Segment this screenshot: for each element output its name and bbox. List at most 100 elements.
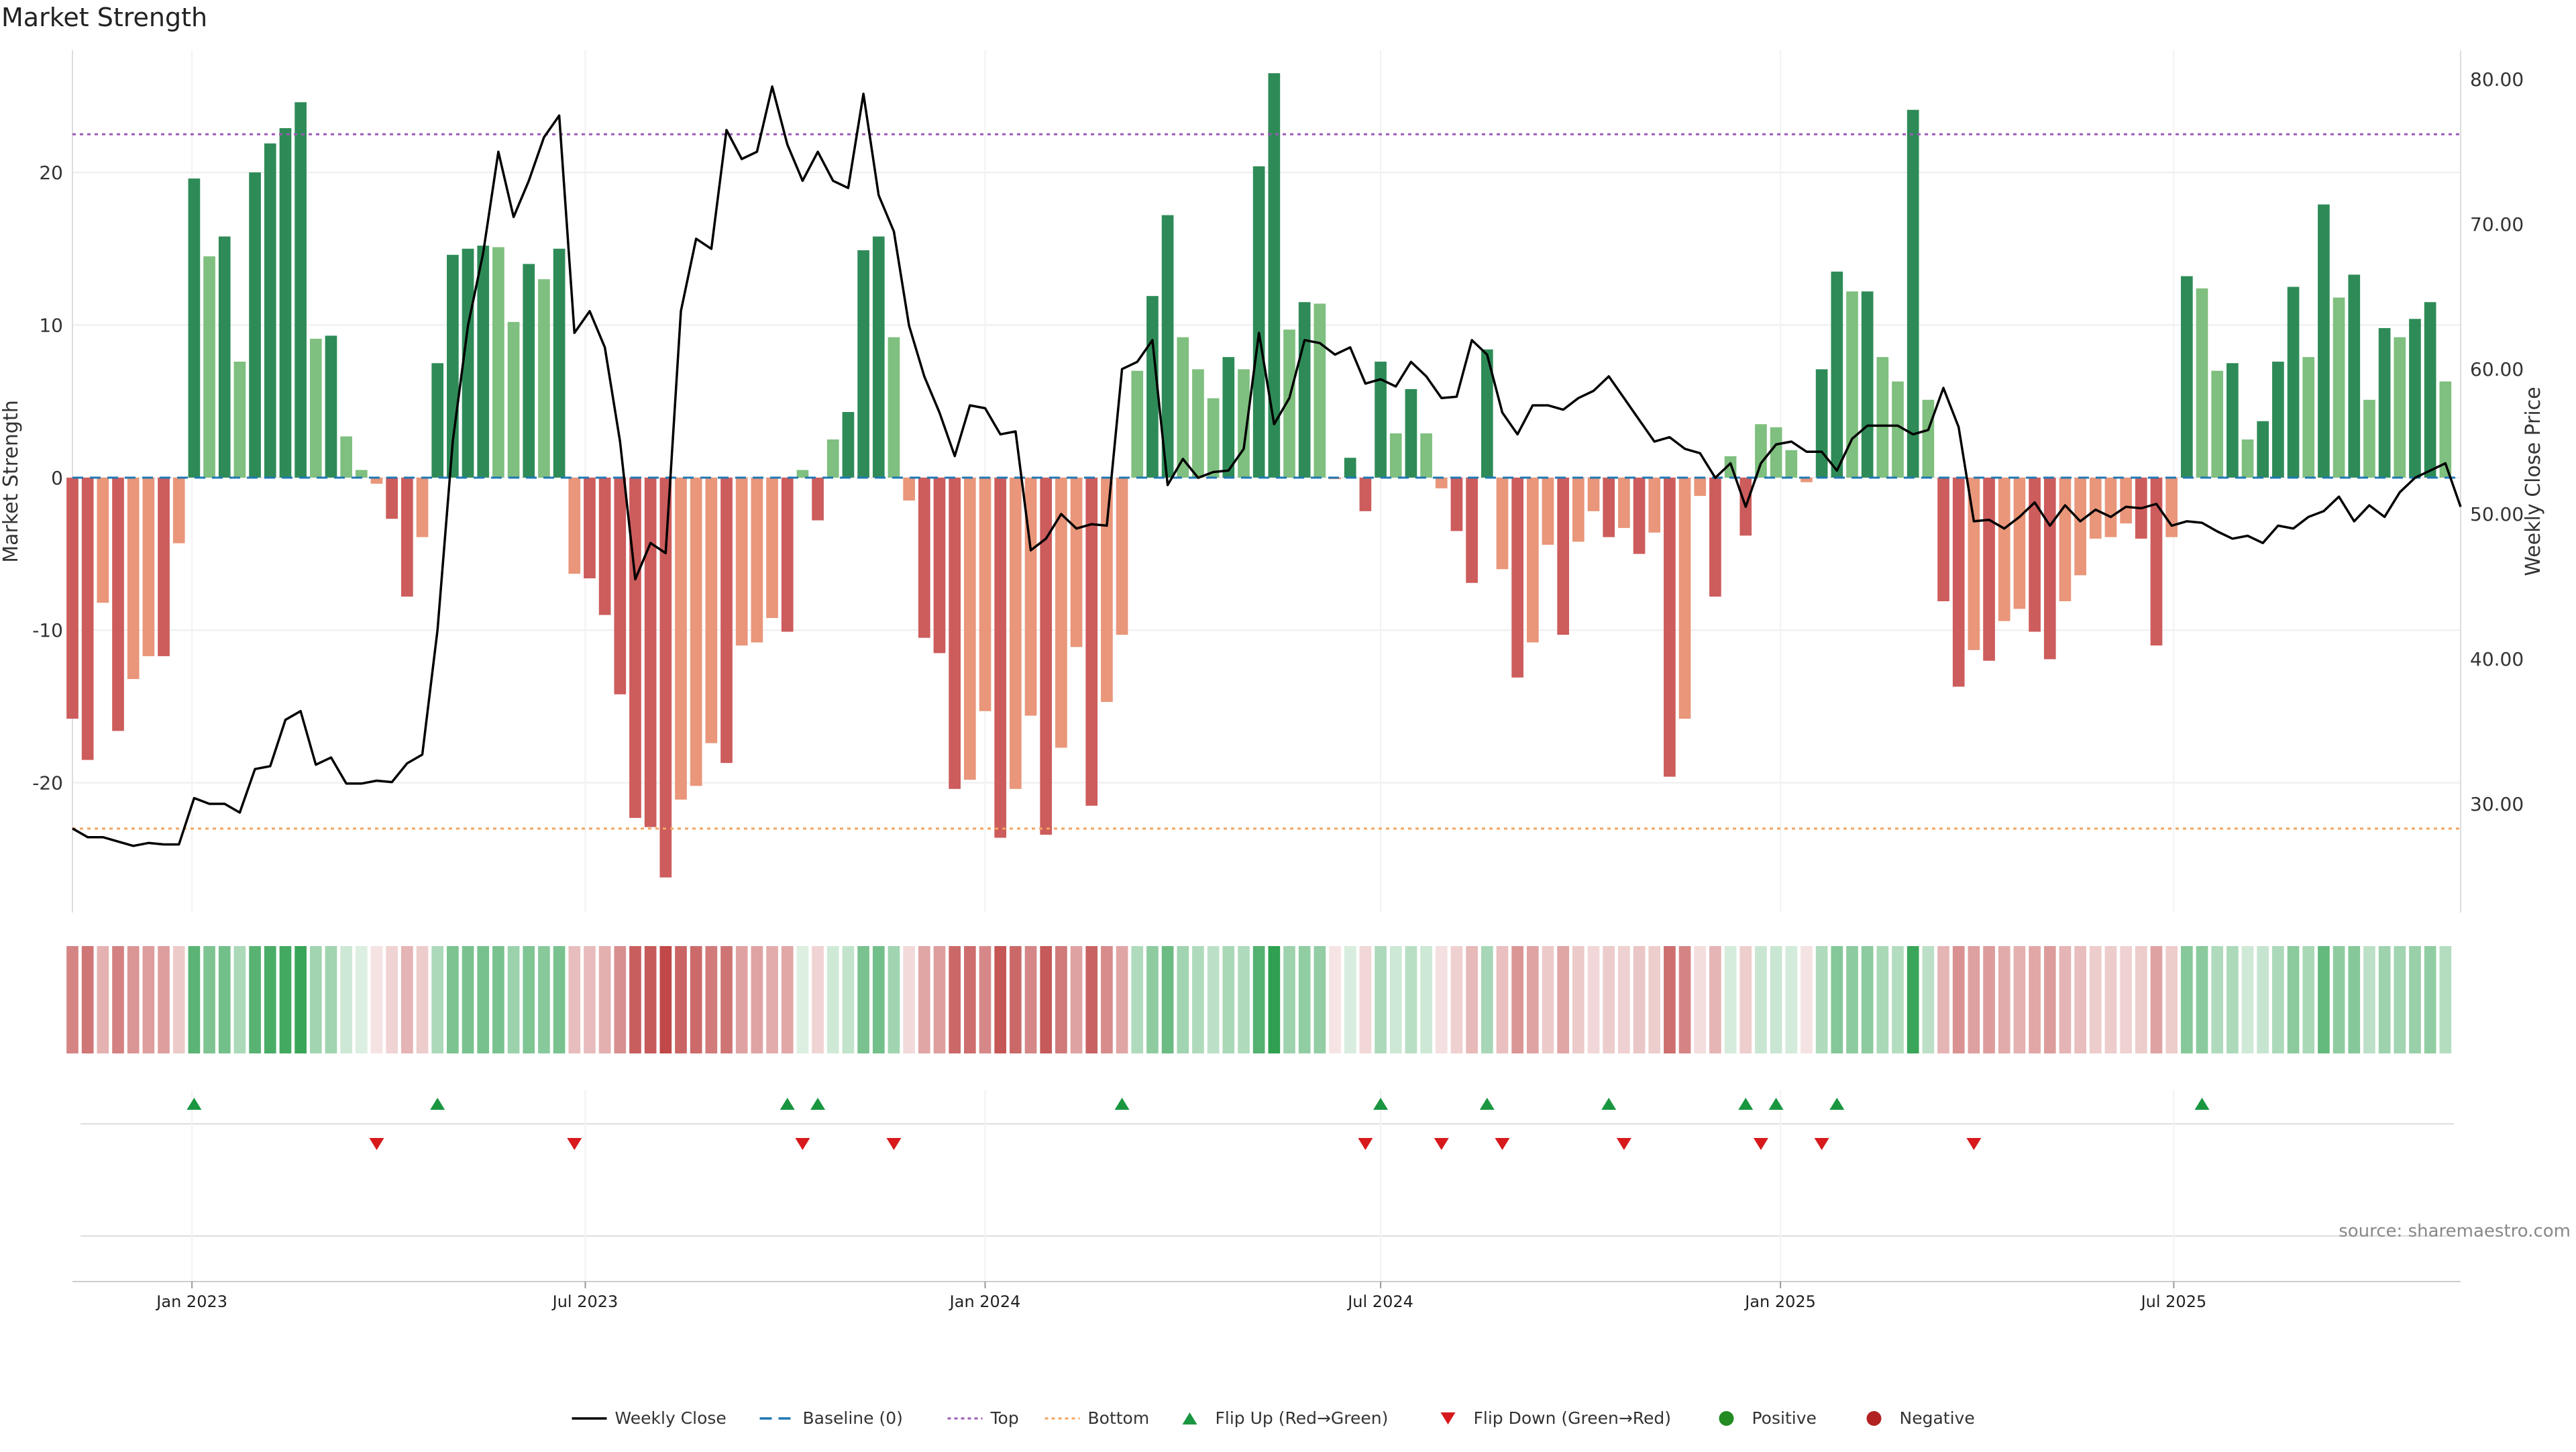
- legend-item-top: Top: [947, 1408, 1019, 1428]
- heat-cell: [1375, 946, 1387, 1053]
- strength-bar: [735, 477, 748, 645]
- strength-bar: [1283, 329, 1295, 478]
- strength-bar: [1983, 477, 1995, 661]
- heat-cell: [826, 946, 839, 1053]
- strength-bar: [1344, 458, 1356, 478]
- legend-label: Weekly Close: [615, 1408, 727, 1428]
- x-tick-label: Jul 2025: [2140, 1292, 2207, 1311]
- heat-cell: [963, 946, 976, 1053]
- flip-up-marker: [1829, 1098, 1845, 1110]
- heat-cell: [705, 946, 718, 1053]
- strength-bar: [1252, 166, 1265, 478]
- legend-swatch: [1866, 1411, 1882, 1426]
- heat-cell: [933, 946, 946, 1053]
- heat-cell: [584, 946, 596, 1053]
- strength-bar: [1648, 477, 1661, 533]
- heat-cell: [492, 946, 504, 1053]
- heat-cell: [462, 946, 474, 1053]
- heat-cell: [112, 946, 124, 1053]
- strength-bar: [1633, 477, 1646, 554]
- heat-cell: [2150, 946, 2163, 1053]
- x-tick-label: Jan 2024: [949, 1292, 1021, 1311]
- heat-cell: [325, 946, 337, 1053]
- y-tick-label: -20: [32, 772, 63, 794]
- strength-bar: [1070, 477, 1083, 647]
- strength-bar: [918, 477, 930, 638]
- legend-swatch: [1719, 1411, 1734, 1426]
- heat-cell: [979, 946, 991, 1053]
- y-tick-label: 10: [39, 314, 63, 336]
- strength-bar: [2226, 363, 2239, 478]
- strength-bar: [492, 247, 504, 478]
- heat-cell: [1846, 946, 1858, 1053]
- strength-bar: [2287, 287, 2300, 478]
- strength-bar: [720, 477, 733, 764]
- heat-cell: [1420, 946, 1432, 1053]
- strength-bar: [963, 477, 976, 780]
- strength-bar: [2241, 439, 2254, 478]
- heat-cell: [1968, 946, 1980, 1053]
- strength-bar: [1801, 477, 1813, 482]
- heat-cell: [1359, 946, 1372, 1053]
- strength-bar: [386, 477, 398, 519]
- strength-bar: [1313, 303, 1326, 478]
- flip-down-marker: [886, 1138, 902, 1150]
- strength-bar: [2196, 288, 2208, 478]
- strength-bar: [2302, 357, 2315, 478]
- chart-title: Market Strength: [1, 3, 208, 32]
- strength-bar: [279, 127, 292, 478]
- heat-cell: [340, 946, 352, 1053]
- heat-cell: [1177, 946, 1189, 1053]
- heat-cell: [2378, 946, 2391, 1053]
- legend-item-close: Weekly Close: [572, 1408, 727, 1428]
- strength-bar: [158, 477, 170, 656]
- heat-cell: [629, 946, 641, 1053]
- heat-cell: [1983, 946, 1995, 1053]
- flip-up-marker: [810, 1098, 826, 1110]
- strength-bar: [888, 337, 900, 478]
- strength-bar: [1389, 433, 1402, 478]
- flip-down-marker: [369, 1138, 384, 1150]
- heat-cell: [659, 946, 672, 1053]
- legend-item-baseline: Baseline (0): [759, 1408, 903, 1428]
- heat-cell: [1572, 946, 1585, 1053]
- heat-cell: [644, 946, 657, 1053]
- heat-cell: [1481, 946, 1493, 1053]
- heat-cell: [735, 946, 748, 1053]
- heat-cell: [872, 946, 885, 1053]
- heat-cell: [1496, 946, 1509, 1053]
- heat-cell: [1024, 946, 1037, 1053]
- heat-cell: [1146, 946, 1159, 1053]
- strength-bar: [1603, 477, 1615, 537]
- heat-cell: [1450, 946, 1463, 1053]
- heat-cell: [2332, 946, 2345, 1053]
- strength-bar: [1450, 477, 1463, 531]
- heat-cell: [1405, 946, 1417, 1053]
- heat-cell: [1724, 946, 1737, 1053]
- heat-cell: [1694, 946, 1707, 1053]
- flip-up-marker: [1114, 1098, 1130, 1110]
- heat-cell: [1040, 946, 1053, 1053]
- strength-bar: [675, 477, 687, 800]
- heat-cell: [2318, 946, 2330, 1053]
- heat-cell: [2348, 946, 2361, 1053]
- strength-bar: [1952, 477, 1965, 687]
- heat-cell: [1283, 946, 1295, 1053]
- strength-bar: [842, 412, 855, 478]
- strength-bar: [2074, 477, 2086, 576]
- strength-bar: [2043, 477, 2056, 660]
- legend-label: Flip Up (Red→Green): [1216, 1408, 1389, 1428]
- heat-cell: [2226, 946, 2239, 1053]
- heat-cell: [2424, 946, 2436, 1053]
- strength-bar: [1831, 271, 1843, 478]
- strength-bar: [309, 338, 322, 478]
- heat-cell: [447, 946, 459, 1053]
- strength-bar: [781, 477, 794, 632]
- strength-bar: [325, 335, 337, 478]
- heat-cell: [1603, 946, 1615, 1053]
- heat-cell: [401, 946, 413, 1053]
- heat-cell: [1861, 946, 1874, 1053]
- strength-bar: [81, 477, 94, 760]
